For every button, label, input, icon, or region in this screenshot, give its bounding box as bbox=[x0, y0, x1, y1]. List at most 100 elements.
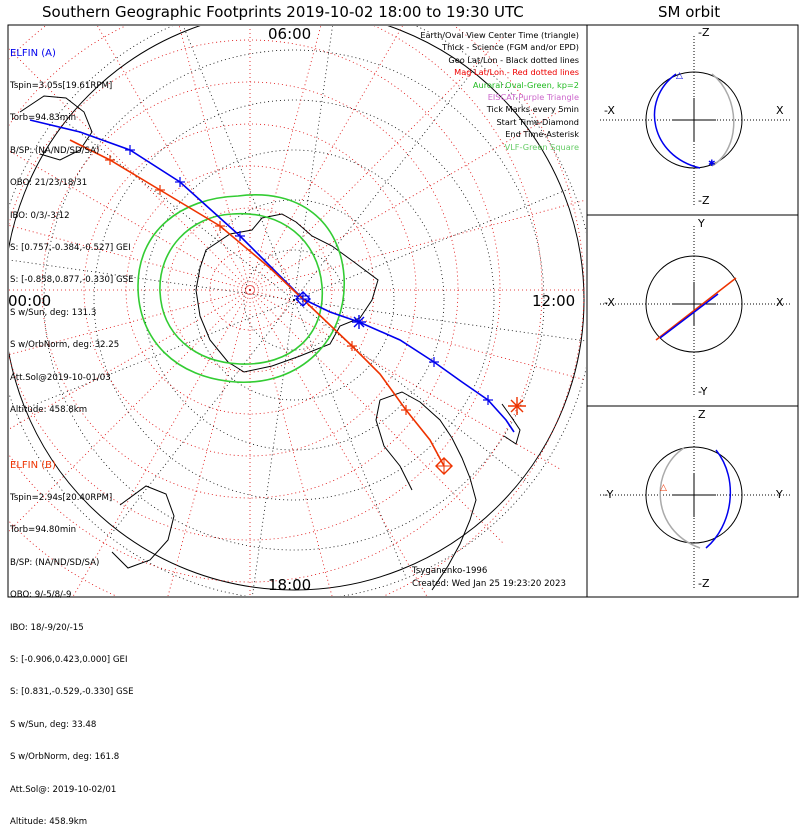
legend-item: Tick Marks every 5min bbox=[486, 104, 579, 115]
elfin-b-end-asterisk bbox=[508, 397, 526, 415]
svg-text:✱: ✱ bbox=[708, 159, 716, 169]
legend-item: End Time-Asterisk bbox=[505, 129, 579, 140]
mag-lon-line bbox=[178, 26, 251, 291]
mlt-label-bottom: 18:00 bbox=[268, 576, 312, 594]
mag-lat-circle bbox=[9, 39, 501, 541]
polar-map bbox=[9, 26, 586, 596]
antarctica-coastline bbox=[195, 213, 379, 373]
mag-lon-line bbox=[9, 150, 251, 291]
mlt-label-right: 12:00 bbox=[532, 292, 576, 310]
elfin-b-line: IBO: 18/-9/20/-15 bbox=[10, 622, 84, 633]
elfin-a-line: OBO: 21/23/18/31 bbox=[10, 178, 88, 189]
mag-lon-line bbox=[249, 109, 562, 291]
orbit-yz-left: -Y bbox=[604, 488, 614, 501]
sm-orbit-panel-xy bbox=[600, 226, 790, 396]
mag-lat-circle bbox=[167, 207, 333, 373]
legend-item: Start Time-Diamond bbox=[496, 116, 579, 127]
elfin-b-label: ELFIN (B) bbox=[10, 459, 56, 471]
elfin-a-line: Att.Sol@2019-10-01/03 bbox=[10, 372, 111, 383]
south-america-coastline bbox=[375, 391, 477, 591]
elfin-a-line: Tspin=3.05s[19.61RPM] bbox=[10, 80, 113, 91]
legend-item: Auroral Oval-Green, kp=2 bbox=[472, 79, 579, 90]
geo-lat-circle bbox=[93, 99, 495, 501]
mag-lon-line bbox=[167, 289, 251, 596]
mlt-label-top: 06:00 bbox=[268, 25, 312, 43]
elfin-b-line: S w/Sun, deg: 33.48 bbox=[10, 719, 97, 730]
orbit-xy-bottom: -Y bbox=[698, 385, 708, 398]
sm-orbit-panel-xz: △ ✱ bbox=[600, 36, 790, 206]
footprint-chart: △ ✱ △ bbox=[7, 24, 799, 598]
elfin-b-start-diamond bbox=[435, 457, 453, 475]
created-label: Created: Wed Jan 25 19:23:20 2023 bbox=[412, 579, 566, 589]
elfin-b-line: OBO: 9/-5/8/-9 bbox=[10, 590, 72, 601]
mag-lat-circle bbox=[83, 123, 417, 457]
mag-lon-line bbox=[9, 289, 251, 532]
orbit-xz-left: -X bbox=[604, 104, 615, 117]
geo-lon-line bbox=[293, 299, 531, 486]
orbit-xy-right: X bbox=[776, 296, 784, 309]
elfin-a-label: ELFIN (A) bbox=[10, 47, 56, 59]
model-label: Tsyganenko-1996 bbox=[412, 566, 488, 576]
elfin-b-line: B/SP: (NA/ND/SD/SA) bbox=[10, 557, 100, 568]
svg-text:△: △ bbox=[660, 483, 667, 493]
mag-lon-line bbox=[249, 289, 586, 381]
mag-lon-line bbox=[249, 26, 322, 291]
elfin-b-track bbox=[69, 139, 445, 467]
legend-item: Mag Lat/Lon - Red dotted lines bbox=[454, 67, 579, 78]
mag-lon-line bbox=[9, 48, 251, 291]
orbit-yz-top: Z bbox=[698, 408, 706, 421]
mag-lon-line bbox=[9, 289, 251, 430]
elfin-a-line: S: [0.757,-0.384,-0.527] GEI bbox=[10, 242, 131, 253]
elfin-a-line: Altitude: 458.8km bbox=[10, 404, 88, 415]
elfin-b-line: Altitude: 458.9km bbox=[10, 816, 88, 827]
elfin-a-line: B/SP: (NA/ND/SD/SA) bbox=[10, 145, 100, 156]
elfin-a-line: Torb=94.83min bbox=[10, 113, 77, 124]
mag-lon-line bbox=[249, 26, 403, 291]
elfin-a-start-diamond bbox=[295, 291, 311, 307]
elfin-a-line: S w/OrbNorm, deg: 32.25 bbox=[10, 340, 120, 351]
elfin-a-end-asterisk bbox=[352, 315, 366, 329]
new-zealand-coastline bbox=[501, 403, 521, 445]
elfin-a-line: S w/Sun, deg: 131.3 bbox=[10, 307, 97, 318]
legend-item: Geo Lat/Lon - Black dotted lines bbox=[448, 54, 579, 65]
earth-disc bbox=[9, 26, 585, 591]
africa-coastline bbox=[19, 95, 93, 161]
elfin-b-line: S: [-0.906,0.423,0.000] GEI bbox=[10, 654, 128, 665]
mag-lon-line bbox=[249, 289, 428, 596]
mag-lat-circle bbox=[9, 26, 585, 596]
legend-item: Earth/Oval View Center Time (triangle) bbox=[420, 30, 579, 40]
orbit-yz-bottom: -Z bbox=[698, 577, 710, 590]
orbit-xy-top: Y bbox=[698, 217, 705, 230]
auroral-oval-inner bbox=[159, 212, 324, 365]
elfin-b-line: Torb=94.80min bbox=[10, 525, 77, 536]
elfin-b-line: Att.Sol@: 2019-10-02/01 bbox=[10, 784, 117, 795]
legend-item: VLF-Green Square bbox=[504, 141, 579, 152]
mag-lon-line bbox=[249, 289, 505, 545]
mag-lon-line bbox=[249, 35, 505, 291]
svg-text:△: △ bbox=[676, 71, 683, 81]
elfin-a-line: S: [-0.858,0.877,-0.330] GSE bbox=[10, 275, 134, 286]
auroral-oval-outer bbox=[137, 194, 345, 383]
geo-lon-line bbox=[293, 299, 407, 579]
orbit-xz-right: X bbox=[776, 104, 784, 117]
mag-grid bbox=[9, 26, 586, 596]
mag-lon-line bbox=[72, 289, 251, 596]
geo-lat-circle bbox=[143, 149, 445, 451]
geo-lon-line bbox=[108, 299, 295, 537]
geo-grid bbox=[9, 26, 586, 596]
legend: Earth/Oval View Center Time (triangle) Th… bbox=[420, 29, 579, 153]
elfin-a-track bbox=[29, 119, 515, 433]
elfin-a-line: IBO: 0/3/-3/12 bbox=[10, 210, 70, 221]
elfin-b-line: S w/OrbNorm, deg: 161.8 bbox=[10, 752, 120, 763]
orbit-xz-top: -Z bbox=[698, 26, 710, 39]
mag-lon-line bbox=[249, 199, 586, 291]
elfin-a-info: ELFIN (A) Tspin=3.05s[19.61RPM] Torb=94.… bbox=[10, 27, 134, 426]
legend-item: Thick - Science (FGM and/or EPD) bbox=[442, 42, 579, 53]
elfin-b-line: S: [0.831,-0.529,-0.330] GSE bbox=[10, 687, 134, 698]
australia-coastline bbox=[111, 485, 175, 569]
orbit-xz-bottom: -Z bbox=[698, 194, 710, 207]
mlt-label-left: 00:00 bbox=[8, 292, 52, 310]
geo-lon-line bbox=[293, 26, 333, 301]
mag-lon-line bbox=[9, 289, 251, 355]
orbit-yz-right: Y bbox=[776, 488, 783, 501]
